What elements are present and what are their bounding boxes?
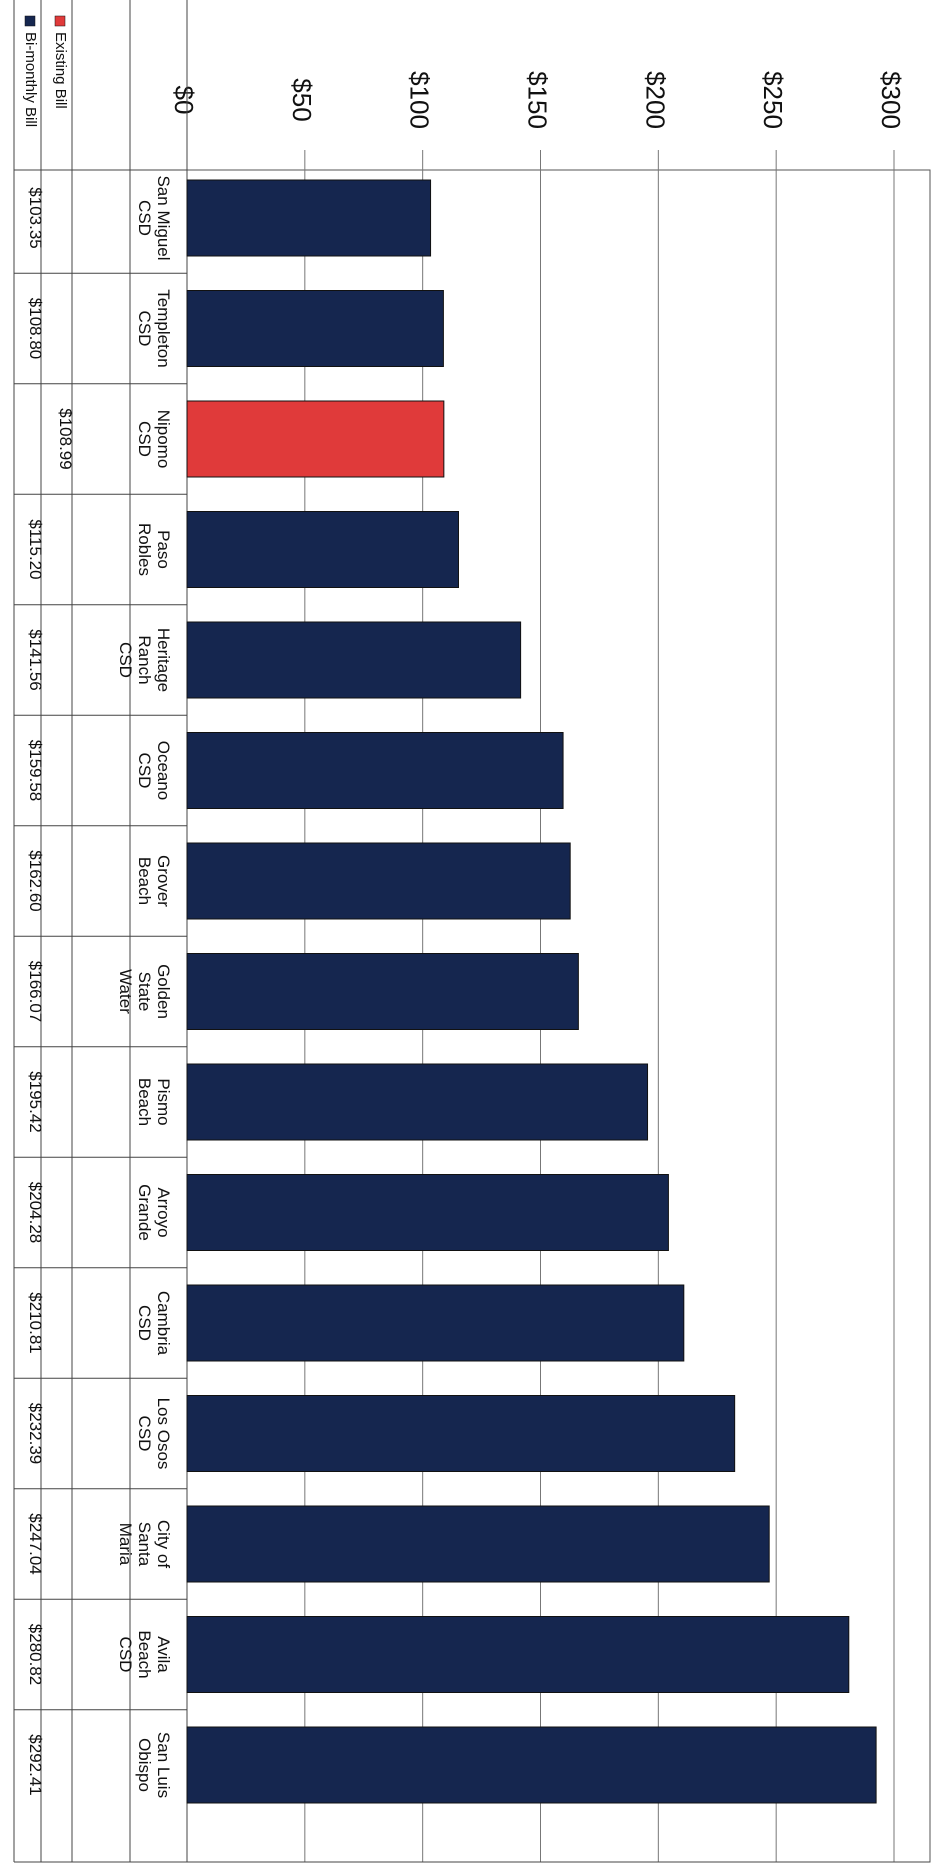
data-label: $292.41 (26, 1734, 45, 1795)
data-label: $108.99 (56, 408, 75, 469)
data-label: $204.28 (26, 1182, 45, 1243)
y-tick-label: $50 (287, 78, 317, 121)
category-label: CSD (135, 421, 154, 457)
data-label: $166.07 (26, 961, 45, 1022)
category-label: Arroyo (154, 1187, 173, 1237)
category-label: Cambria (154, 1291, 173, 1356)
category-label: CSD (135, 753, 154, 789)
category-label: Golden (154, 964, 173, 1019)
chart-body: $0 $50 $100 $150 $200 $250 $300 $103.35 San Migu… (13, 0, 931, 1863)
bar (186, 1063, 649, 1141)
data-label: $195.42 (26, 1071, 45, 1132)
legend-swatch (24, 15, 36, 27)
category-label: Oceano (154, 741, 173, 801)
category-label: State (135, 972, 154, 1012)
category-label: Grover (154, 855, 173, 907)
bar (186, 1395, 736, 1472)
category-label: San Luis (154, 1732, 173, 1798)
data-label: $159.58 (26, 740, 45, 801)
category-label: CSD (116, 1637, 135, 1673)
category-label: Water (116, 969, 135, 1014)
legend-label: Bi-monthly Bill (22, 32, 39, 127)
category-label: Beach (135, 1078, 154, 1126)
bar (186, 1284, 685, 1362)
y-tick-label: $100 (405, 71, 435, 129)
category-label: Los Osos (154, 1398, 173, 1470)
category-label: Ranch (135, 635, 154, 684)
bar (186, 1616, 850, 1693)
category-label: Templeton (154, 289, 173, 367)
bar (186, 290, 444, 367)
bar (186, 1726, 877, 1804)
bar (186, 400, 445, 478)
category-label: Robles (135, 523, 154, 576)
category-label: Maria (116, 1523, 135, 1566)
bar (186, 842, 571, 920)
data-label: $247.04 (26, 1513, 45, 1574)
y-tick-label: $200 (640, 71, 670, 129)
data-label: $141.56 (26, 629, 45, 690)
y-tick-label: $0 (169, 86, 199, 115)
category-label: CSD (135, 200, 154, 236)
bar (186, 511, 459, 588)
category-label: Paso (154, 530, 173, 569)
y-tick-label: $150 (523, 71, 553, 129)
data-label: $108.80 (26, 298, 45, 359)
category-label: Grande (135, 1184, 154, 1241)
bar (186, 1505, 770, 1583)
category-label: Obispo (135, 1738, 154, 1792)
category-label: Beach (135, 857, 154, 905)
y-tick-label: $250 (758, 71, 788, 129)
bar (186, 621, 522, 699)
data-label: $280.82 (26, 1624, 45, 1685)
data-label: $232.39 (26, 1403, 45, 1464)
category-label: CSD (135, 311, 154, 347)
bar (186, 953, 579, 1030)
bar (186, 179, 432, 257)
data-label: $162.60 (26, 850, 45, 911)
data-label: $115.20 (26, 519, 45, 579)
category-label: CSD (135, 1305, 154, 1341)
y-tick-label: $300 (876, 71, 906, 129)
category-label: Pismo (154, 1078, 173, 1125)
data-label: $210.81 (26, 1292, 45, 1353)
category-label: Santa (135, 1522, 154, 1567)
category-label: CSD (116, 642, 135, 678)
legend-label: Existing Bill (52, 32, 69, 109)
category-label: Nipomo (154, 410, 173, 469)
category-label: San Miguel (154, 175, 173, 260)
bar (186, 1174, 669, 1251)
category-label: Beach (135, 1630, 154, 1678)
category-label: City of (154, 1520, 173, 1568)
legend-swatch (54, 15, 66, 27)
category-label: Heritage (154, 628, 173, 692)
category-label: CSD (135, 1416, 154, 1452)
data-label: $103.35 (26, 187, 45, 248)
bar (186, 732, 564, 809)
category-label: Avila (154, 1636, 173, 1673)
